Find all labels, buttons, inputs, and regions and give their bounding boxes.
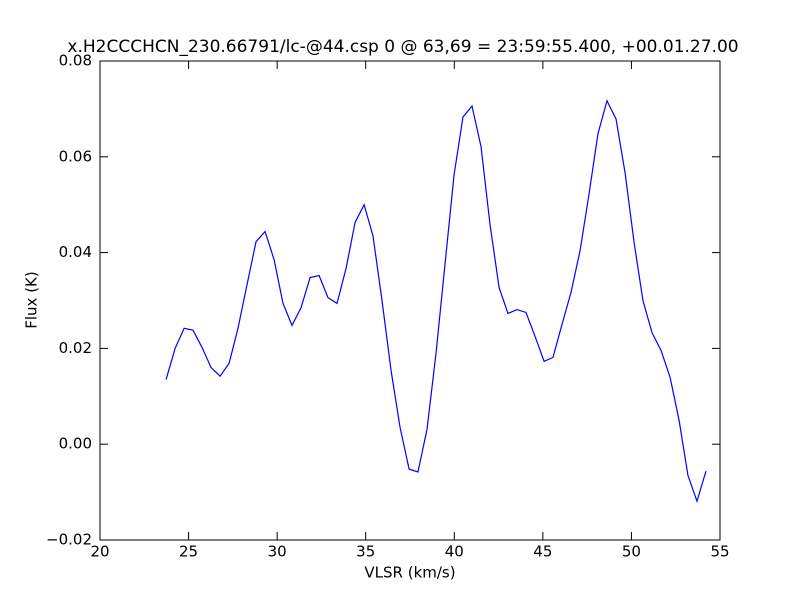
- x-tick-label: 25: [179, 543, 198, 561]
- x-tick-label: 30: [268, 543, 287, 561]
- y-tick-label: 0.08: [59, 52, 92, 70]
- x-tick-label: 55: [710, 543, 729, 561]
- y-tick-label: 0.02: [59, 339, 92, 357]
- x-tick-label: 50: [622, 543, 641, 561]
- x-axis-label: VLSR (km/s): [364, 564, 455, 582]
- x-tick-label: 35: [356, 543, 375, 561]
- data-line: [165, 99, 707, 504]
- x-tick-label: 45: [533, 543, 552, 561]
- y-tick-label: 0.06: [59, 147, 92, 165]
- x-tick-label: 40: [445, 543, 464, 561]
- x-tick-label: 20: [90, 543, 109, 561]
- y-tick-label: 0.04: [59, 243, 92, 261]
- y-tick-label: −0.02: [46, 531, 92, 549]
- plot-frame: [99, 60, 721, 541]
- chart-title: x.H2CCCHCN_230.66791/lc-@44.csp 0 @ 63,6…: [67, 37, 738, 57]
- y-tick-label: 0.00: [59, 435, 92, 453]
- y-axis-label: Flux (K): [23, 271, 41, 329]
